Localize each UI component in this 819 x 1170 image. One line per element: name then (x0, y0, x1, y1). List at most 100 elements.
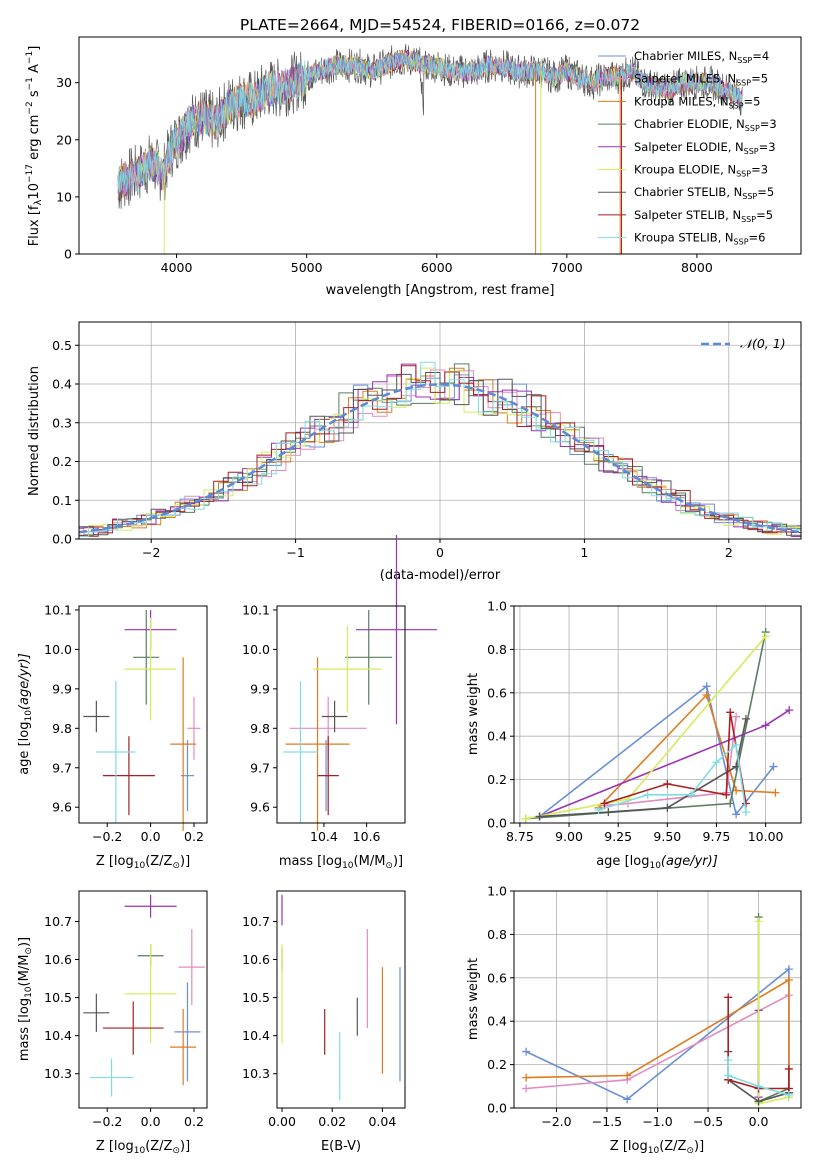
weight-marker-kroupa-stelib (686, 790, 695, 799)
x-tick-label: 4000 (161, 260, 193, 275)
y-tick-label: 9.6 (52, 800, 72, 815)
x-tick-label: −2 (142, 545, 160, 560)
weight-line-chabrier-miles (539, 684, 775, 818)
weight-marker-kroupa-elodie (761, 632, 770, 641)
histogram-kroupa-stelib (79, 361, 801, 537)
x-tick-label: 8000 (681, 260, 713, 275)
age-vs-z-x-label: Z [log10(Z/Z⊙)] (96, 854, 190, 871)
y-tick-label: 10.7 (242, 914, 270, 929)
x-tick-label: −1 (286, 545, 304, 560)
y-tick-label: 10.6 (242, 952, 270, 967)
mass-vs-z-frame (78, 890, 208, 1109)
y-tick-label: 0.3 (52, 415, 72, 430)
age-vs-z-panel: −0.2 0.0 0.2 9.6 9.7 9.8 9.9 10.0 10.1 Z [log10(… (17, 602, 208, 871)
x-tick-label: 9.00 (555, 829, 583, 844)
y-tick-label: 9.6 (250, 800, 270, 815)
y-tick-label: 0.6 (487, 685, 507, 700)
weight-marker-kroupa-miles (771, 788, 780, 797)
weight-marker-kroupa-stelib (732, 740, 741, 749)
spectrum-legend: Chabrier MILES, NSSP=4 Salpeter MILES, NS… (598, 49, 777, 247)
legend-label-salpeter-miles: Salpeter MILES, NSSP=5 (634, 72, 768, 88)
y-tick-label: 10.6 (44, 952, 72, 967)
x-tick-label: 2 (725, 545, 733, 560)
x-tick-label: −1.0 (642, 1114, 672, 1129)
age-vs-mass-frame (276, 605, 406, 824)
y-tick-label: 10.7 (44, 914, 72, 929)
y-tick-label: 10.0 (242, 642, 270, 657)
weight-marker-kroupa-stelib (724, 1071, 733, 1080)
weight-vs-z-panel: −2.0 −1.5 −1.0 −0.5 0.0 0.0 0.2 0.4 0.6 0.8 1.0 Z … (466, 884, 802, 1156)
x-tick-label: 0.0 (141, 1114, 161, 1129)
legend-label-chabrier-elodie: Chabrier ELODIE, NSSP=3 (634, 117, 777, 133)
legend-label-salpeter-stelib: Salpeter STELIB, NSSP=5 (634, 208, 773, 224)
y-tick-label: 10.5 (242, 990, 270, 1005)
age-vs-mass-panel: 10.4 10.6 9.6 9.7 9.8 9.9 10.0 10.1 mass [log10… (242, 534, 437, 871)
histogram-salpeter-miles (79, 369, 801, 535)
y-tick-label: 9.8 (250, 721, 270, 736)
weight-marker-kroupa-stelib (754, 1082, 763, 1091)
weight-line-kroupa-miles (526, 978, 790, 1098)
x-tick-label: 10.6 (353, 829, 381, 844)
legend-label-kroupa-miles: Kroupa MILES, NSSP=5 (634, 94, 760, 110)
y-tick-label: 0.0 (487, 1101, 507, 1116)
y-tick-label: 0.4 (487, 729, 507, 744)
age-vs-z-frame (78, 605, 208, 824)
weight-marker-salpeter-stelib (724, 993, 733, 1002)
x-tick-label: −0.5 (693, 1114, 723, 1129)
y-tick-label: 10.5 (44, 990, 72, 1005)
mass-vs-ebv-x-label: E(B-V) (321, 1139, 361, 1154)
legend-label-kroupa-stelib: Kroupa STELIB, NSSP=6 (634, 231, 765, 247)
weight-line-kroupa-stelib (598, 743, 747, 813)
x-tick-label: −1.5 (592, 1114, 622, 1129)
weight-marker-kroupa-stelib (741, 808, 750, 817)
weight-marker-chabrier-miles (784, 965, 793, 974)
weight-vs-age-plot-area: 8.75 9.00 9.25 9.50 9.75 10.00 0.0 0.2 0.4 0.6 0.8… (487, 599, 801, 844)
y-tick-label: 0.0 (52, 532, 72, 547)
weight-marker-chabrier-stelib (754, 1097, 763, 1106)
y-tick-label: 1.0 (487, 884, 507, 899)
y-tick-label: 0.6 (487, 970, 507, 985)
weight-marker-chabrier-stelib (604, 808, 613, 817)
spectrum-line-kroupa-stelib (117, 52, 743, 199)
y-tick-label: 0.2 (52, 454, 72, 469)
mass-vs-ebv-frame (276, 890, 406, 1109)
weight-marker-kroupa-elodie (521, 814, 530, 823)
weight-marker-salpeter-stelib (726, 708, 735, 717)
residuals-y-label: Normed distribution (27, 366, 42, 496)
y-tick-label: 10.3 (242, 1066, 270, 1081)
weight-marker-chabrier-stelib (663, 803, 672, 812)
y-tick-label: 9.7 (52, 760, 72, 775)
weight-marker-salpeter-stelib (784, 1064, 793, 1073)
mass-vs-z-x-label: Z [log10(Z/Z⊙)] (96, 1139, 190, 1156)
residuals-x-label: (data-model)/error (380, 568, 501, 583)
weight-marker-kroupa-elodie (754, 917, 763, 926)
x-tick-label: −0.2 (92, 1114, 122, 1129)
mass-vs-z-panel: −0.2 0.0 0.2 10.3 10.4 10.5 10.6 10.7 Z [log10(… (17, 890, 208, 1156)
legend-label-chabrier-miles: Chabrier MILES, NSSP=4 (634, 49, 769, 65)
x-tick-label: 6000 (421, 260, 453, 275)
histogram-kroupa-elodie (79, 367, 801, 535)
weight-marker-kroupa-stelib (784, 1090, 793, 1099)
y-tick-label: 10.4 (44, 1028, 72, 1043)
legend-label-chabrier-stelib: Chabrier STELIB, NSSP=5 (634, 185, 774, 201)
y-tick-label: 0.1 (52, 493, 72, 508)
y-tick-label: 0.0 (487, 816, 507, 831)
weight-marker-salpeter-stelib (663, 779, 672, 788)
weight-marker-chabrier-elodie (726, 799, 735, 808)
weight-marker-kroupa-stelib (712, 758, 721, 767)
weight-marker-chabrier-miles (769, 762, 778, 771)
age-vs-mass-x-label: mass [log10(M/M⊙)] (279, 854, 403, 871)
y-tick-label: 10 (56, 189, 72, 204)
weight-marker-salpeter-miles (522, 1084, 531, 1093)
weight-vs-age-panel: 8.75 9.00 9.25 9.50 9.75 10.00 0.0 0.2 0.4 0.6 0.8… (466, 599, 802, 871)
y-tick-label: 0.4 (52, 377, 72, 392)
y-tick-label: 10.1 (44, 602, 72, 617)
y-tick-label: 10.4 (242, 1028, 270, 1043)
weight-vs-age-frame (513, 605, 802, 824)
x-tick-label: −2.0 (541, 1114, 571, 1129)
weight-marker-chabrier-miles (522, 1047, 531, 1056)
weight-marker-kroupa-miles (784, 975, 793, 984)
y-tick-label: 0.5 (52, 338, 72, 353)
